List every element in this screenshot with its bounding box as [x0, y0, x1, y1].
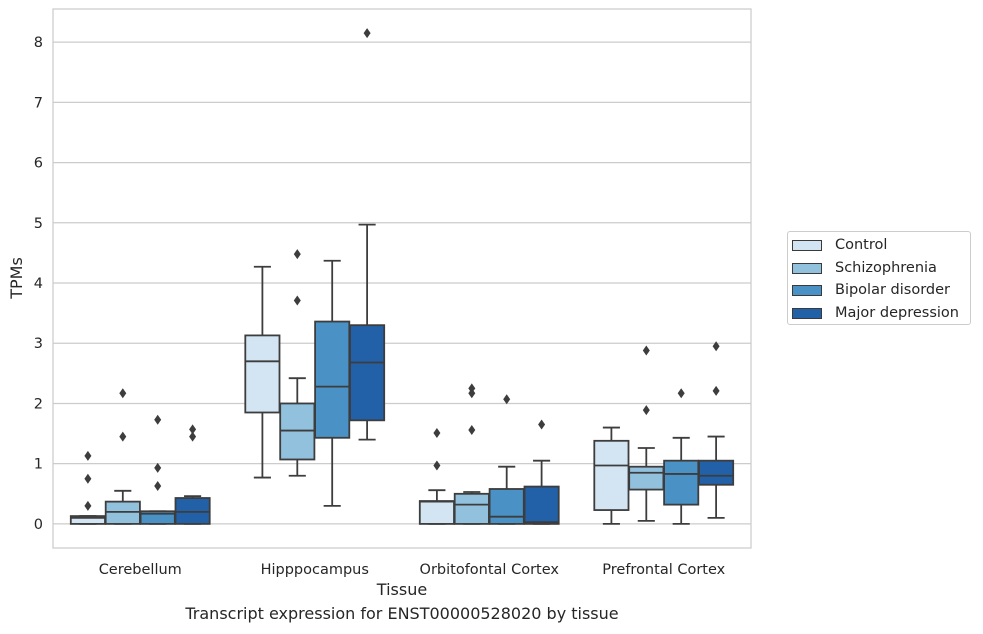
y-tick-label: 4	[34, 276, 43, 292]
y-tick-label: 8	[34, 35, 43, 51]
outlier-point	[468, 383, 476, 394]
legend-item-bipolar-disorder: Bipolar disorder	[792, 280, 950, 300]
plot-frame	[52, 8, 752, 549]
y-tick-label: 6	[34, 156, 43, 172]
outlier-point	[712, 341, 720, 352]
x-axis-title: Tissue	[376, 580, 427, 599]
series-bipolar-disorder	[139, 259, 700, 525]
box	[244, 334, 281, 414]
outlier-point	[642, 345, 650, 356]
legend-label: Control	[835, 237, 888, 253]
outlier-point	[293, 249, 301, 260]
series-control	[69, 265, 630, 525]
box	[174, 497, 211, 525]
box	[488, 488, 525, 525]
outlier-point	[154, 414, 162, 425]
series-schizophrenia	[104, 249, 665, 525]
box	[314, 320, 351, 439]
outlier-point	[677, 388, 685, 399]
outlier-point	[154, 462, 162, 473]
y-axis-ticks: 0 1 2 3 4 5 6 7 8	[34, 35, 43, 533]
legend-item-control: Control	[792, 235, 887, 255]
box	[453, 492, 490, 525]
outlier-point	[189, 424, 197, 435]
legend-label: Schizophrenia	[835, 260, 937, 276]
y-tick-label: 0	[34, 517, 43, 533]
outlier-point	[433, 460, 441, 471]
box	[104, 500, 141, 525]
outlier-point	[84, 500, 92, 511]
legend-swatch	[792, 307, 822, 319]
y-tick-label: 2	[34, 396, 43, 412]
figure-caption: Transcript expression for ENST0000052802…	[185, 604, 619, 623]
outlier-point	[712, 385, 720, 396]
legend-label: Bipolar disorder	[835, 282, 950, 298]
box	[593, 439, 630, 511]
outlier-point	[154, 480, 162, 491]
legend-swatch	[792, 262, 822, 274]
box	[279, 402, 316, 461]
outlier-point	[84, 450, 92, 461]
box	[628, 465, 665, 491]
x-tick-label: Orbitofontal Cortex	[420, 562, 560, 578]
y-tick-label: 1	[34, 457, 43, 473]
y-tick-label: 7	[34, 95, 43, 111]
box	[523, 485, 560, 525]
y-axis-title: TPMs	[7, 257, 26, 300]
outlier-point	[538, 419, 546, 430]
box	[349, 324, 386, 422]
grid-lines	[53, 41, 751, 525]
outlier-point	[468, 424, 476, 435]
legend-item-major-depression: Major depression	[792, 303, 959, 323]
y-tick-label: 3	[34, 336, 43, 352]
legend-swatch	[792, 239, 822, 251]
outlier-point	[293, 295, 301, 306]
x-tick-label: Prefrontal Cortex	[602, 562, 725, 578]
legend-item-schizophrenia: Schizophrenia	[792, 258, 937, 278]
legend: Control Schizophrenia Bipolar disorder M…	[787, 231, 971, 325]
outlier-point	[433, 427, 441, 438]
x-tick-label: Cerebellum	[99, 562, 182, 578]
series-major-depression	[174, 28, 735, 525]
x-tick-label: Hipppocampus	[261, 562, 369, 578]
legend-swatch	[792, 284, 822, 296]
outlier-point	[84, 473, 92, 484]
box	[698, 459, 735, 486]
outlier-point	[119, 431, 127, 442]
legend-label: Major depression	[835, 305, 959, 321]
outlier-point	[363, 28, 371, 39]
outlier-point	[189, 431, 197, 442]
plot-area	[69, 28, 735, 525]
x-axis-ticks: Cerebellum Hipppocampus Orbitofontal Corte…	[99, 562, 726, 578]
outlier-point	[119, 388, 127, 399]
box	[418, 500, 455, 525]
outlier-point	[642, 405, 650, 416]
y-tick-label: 5	[34, 216, 43, 232]
box	[663, 459, 700, 506]
outlier-point	[503, 394, 511, 405]
